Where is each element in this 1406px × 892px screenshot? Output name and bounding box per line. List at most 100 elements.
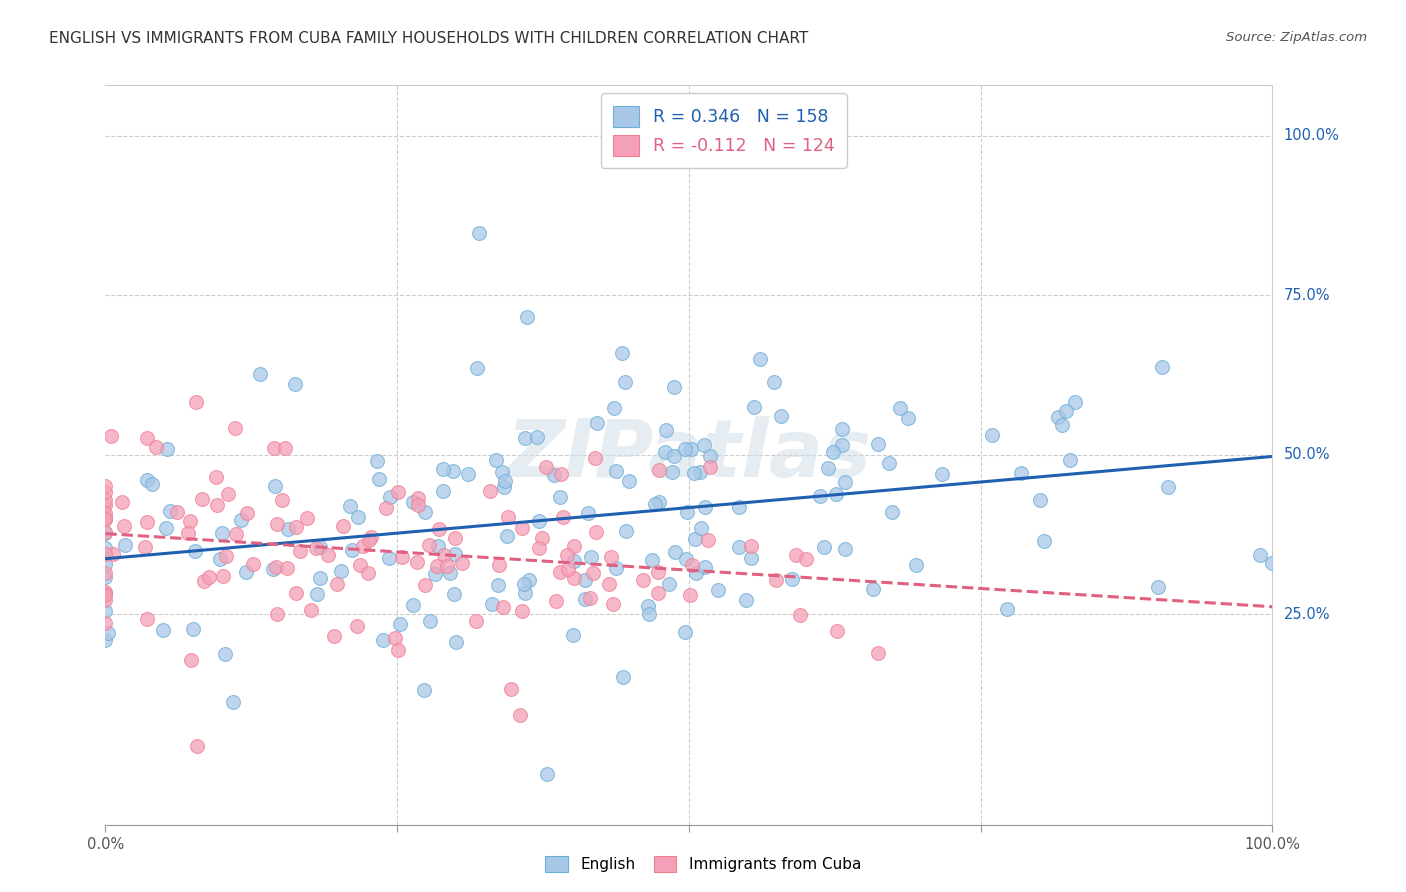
Point — [236, 506, 259, 520]
Point — [981, 428, 1004, 442]
Point — [94, 485, 117, 500]
Point — [585, 450, 607, 465]
Point — [614, 375, 637, 389]
Point — [209, 552, 232, 566]
Point — [135, 431, 157, 445]
Point — [367, 472, 389, 486]
Point — [531, 531, 554, 545]
Point — [419, 614, 441, 628]
Point — [574, 573, 596, 587]
Point — [1010, 466, 1032, 480]
Point — [465, 361, 488, 376]
Point — [661, 465, 683, 479]
Point — [581, 550, 603, 565]
Point — [619, 474, 641, 488]
Point — [432, 483, 454, 498]
Point — [517, 573, 540, 587]
Point — [931, 467, 953, 481]
Point — [444, 635, 467, 649]
Point — [735, 593, 758, 607]
Point — [496, 529, 519, 543]
Point — [610, 345, 633, 359]
Point — [352, 539, 374, 553]
Point — [879, 456, 901, 470]
Point — [94, 509, 117, 524]
Point — [644, 497, 666, 511]
Point — [288, 544, 311, 558]
Point — [221, 695, 243, 709]
Point — [94, 588, 117, 602]
Point — [266, 607, 288, 622]
Point — [329, 564, 352, 578]
Point — [94, 479, 117, 493]
Point — [388, 617, 411, 632]
Point — [402, 598, 425, 612]
Point — [166, 505, 188, 519]
Point — [648, 463, 671, 477]
Text: 100.0%: 100.0% — [1284, 128, 1340, 144]
Point — [235, 566, 257, 580]
Point — [242, 557, 264, 571]
Point — [664, 450, 686, 464]
Point — [1261, 556, 1284, 570]
Point — [408, 491, 430, 505]
Point — [699, 449, 721, 463]
Point — [749, 351, 772, 366]
Text: 25.0%: 25.0% — [1284, 607, 1330, 622]
Point — [316, 549, 339, 563]
Point — [308, 571, 330, 585]
Point — [598, 577, 620, 591]
Point — [689, 521, 711, 535]
Point — [103, 547, 125, 561]
Point — [412, 683, 434, 698]
Point — [249, 367, 271, 381]
Point — [834, 475, 856, 489]
Point — [1046, 409, 1069, 424]
Point — [693, 438, 716, 452]
Point — [135, 515, 157, 529]
Point — [675, 552, 697, 566]
Point — [94, 525, 117, 540]
Point — [1063, 394, 1085, 409]
Point — [391, 549, 413, 564]
Point — [1157, 480, 1180, 494]
Point — [697, 533, 720, 548]
Point — [485, 453, 508, 467]
Point — [136, 612, 159, 626]
Text: 50.0%: 50.0% — [1284, 448, 1330, 462]
Point — [689, 465, 711, 479]
Point — [664, 545, 686, 559]
Point — [406, 555, 429, 569]
Text: ZIPatlas: ZIPatlas — [506, 416, 872, 494]
Point — [880, 505, 903, 519]
Point — [889, 401, 911, 416]
Point — [134, 540, 156, 554]
Point — [679, 588, 702, 602]
Point — [494, 474, 516, 488]
Point — [516, 310, 538, 324]
Point — [413, 504, 436, 518]
Point — [562, 554, 585, 568]
Point — [1059, 453, 1081, 467]
Point — [866, 646, 889, 660]
Point — [513, 576, 536, 591]
Point — [637, 599, 659, 613]
Point — [380, 490, 402, 504]
Point — [550, 467, 572, 482]
Point — [551, 510, 574, 524]
Point — [271, 493, 294, 508]
Point — [513, 585, 536, 599]
Point — [114, 538, 136, 552]
Point — [94, 585, 117, 599]
Point — [94, 604, 117, 618]
Point — [191, 492, 214, 507]
Point — [817, 460, 839, 475]
Point — [582, 566, 605, 580]
Point — [214, 647, 236, 661]
Point — [94, 586, 117, 600]
Point — [579, 591, 602, 606]
Point — [180, 653, 202, 667]
Point — [612, 670, 634, 684]
Point — [94, 512, 117, 526]
Point — [1146, 580, 1168, 594]
